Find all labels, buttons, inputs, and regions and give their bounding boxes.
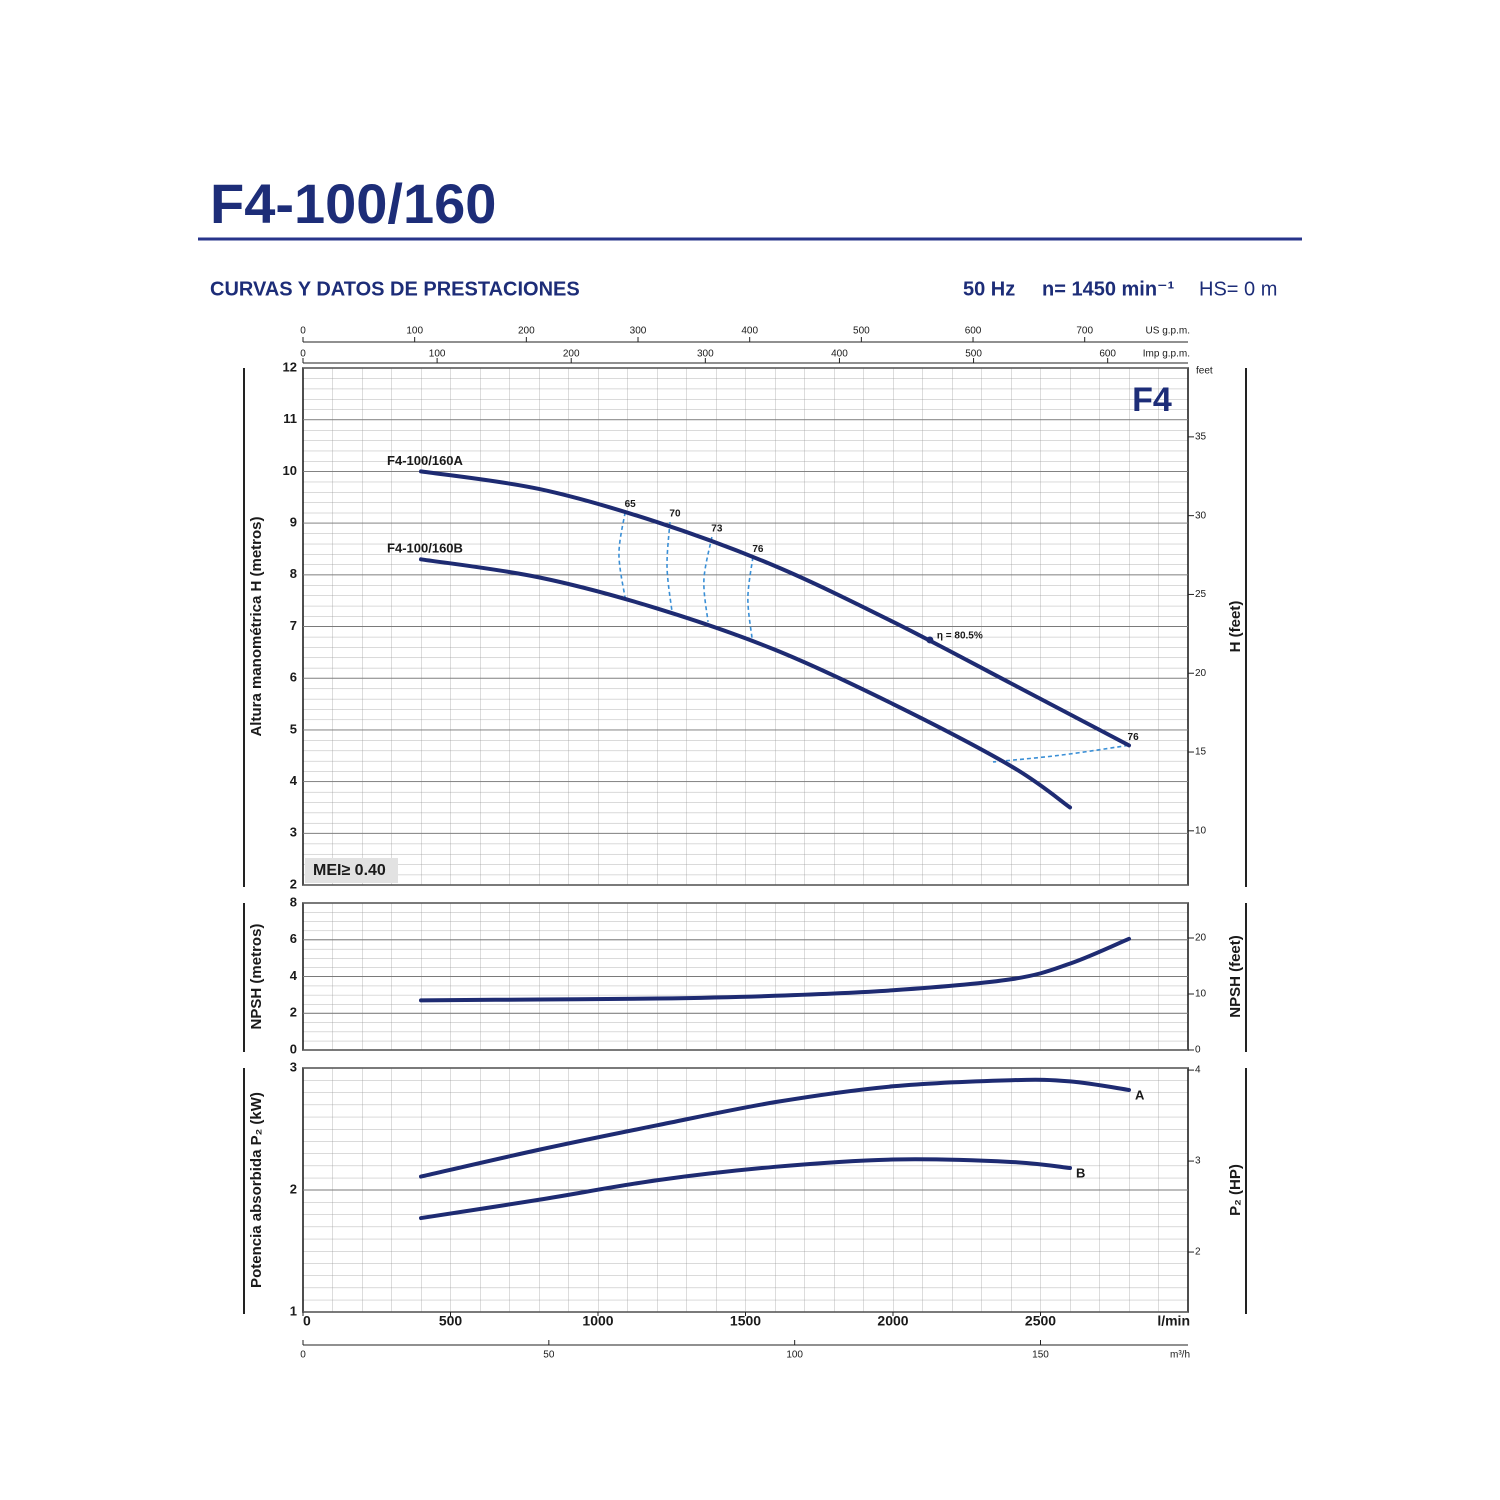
efficiency-curve <box>618 512 626 599</box>
y-tick-label: 5 <box>290 721 297 736</box>
y-axis-title: Altura manométrica H (metros) <box>248 516 265 736</box>
secondary-tick-label: 300 <box>630 326 647 337</box>
y-tick-label: 4 <box>290 968 298 983</box>
y-tick-label: 1 <box>290 1303 297 1318</box>
secondary-tick-label: 100 <box>429 349 446 360</box>
y-axis-title: Potencia absorbida P₂ (kW) <box>248 1092 265 1288</box>
y2-axis-title: NPSH (feet) <box>1227 935 1244 1018</box>
y-tick-label: 3 <box>290 825 297 840</box>
y-tick-label: 2 <box>290 876 297 891</box>
efficiency-label: 70 <box>669 509 681 520</box>
y-tick-label: 8 <box>290 894 297 909</box>
x-tick-label: 2000 <box>877 1313 908 1329</box>
curve <box>419 936 1131 1003</box>
y2-tick-label: 30 <box>1195 510 1207 521</box>
secondary-tick-label: 500 <box>965 349 982 360</box>
secondary-tick-label: 400 <box>831 349 848 360</box>
secondary-tick-label: 600 <box>965 326 982 337</box>
y-tick-label: 7 <box>290 618 297 633</box>
efficiency-curve <box>747 557 754 638</box>
curve-label: A <box>1135 1087 1145 1102</box>
y-tick-label: 12 <box>283 359 297 374</box>
curve <box>419 557 1072 810</box>
secondary-tick-label: 500 <box>853 326 870 337</box>
y-tick-label: 8 <box>290 566 297 581</box>
secondary-tick-label: 50 <box>543 1350 555 1361</box>
y2-tick-label: 20 <box>1195 668 1207 679</box>
secondary-tick-label: 100 <box>406 326 423 337</box>
y-tick-label: 2 <box>290 1181 297 1196</box>
efficiency-curve <box>992 744 1129 763</box>
secondary-axis-unit: Imp g.p.m. <box>1143 349 1190 360</box>
x-tick-label: 1500 <box>730 1313 761 1329</box>
efficiency-curve <box>666 522 673 613</box>
frequency: 50 Hz <box>963 278 1015 300</box>
secondary-axis-unit: US g.p.m. <box>1146 326 1190 337</box>
x-tick-label: 2500 <box>1025 1313 1056 1329</box>
curve <box>419 469 1131 748</box>
y2-tick-label: 4 <box>1195 1065 1201 1076</box>
secondary-tick-label: 100 <box>786 1350 803 1361</box>
curve <box>419 1157 1072 1221</box>
y-tick-label: 0 <box>290 1041 297 1056</box>
efficiency-label: 76 <box>1128 732 1140 743</box>
efficiency-label: 73 <box>711 524 723 535</box>
efficiency-label: 76 <box>752 544 764 555</box>
x-tick-label: 0 <box>303 1313 311 1329</box>
y2-tick-label: 20 <box>1195 933 1207 944</box>
curve <box>419 1077 1131 1179</box>
y2-tick-label: 10 <box>1195 825 1207 836</box>
y-tick-label: 6 <box>290 670 297 685</box>
curve-label: F4-100/160B <box>387 541 463 556</box>
mei-box <box>305 858 398 883</box>
curve-label: F4-100/160A <box>387 453 463 468</box>
best-efficiency-label: η = 80.5% <box>937 631 983 642</box>
y2-tick-label: 10 <box>1195 989 1207 1000</box>
best-efficiency-point <box>926 636 934 644</box>
page-title: F4-100/160 <box>210 172 496 235</box>
y-tick-label: 2 <box>290 1005 297 1020</box>
y-tick-label: 6 <box>290 931 297 946</box>
y2-axis-title: P₂ (HP) <box>1227 1164 1244 1216</box>
speed: n= 1450 min⁻¹ <box>1042 278 1175 300</box>
efficiency-label: 65 <box>625 499 637 510</box>
secondary-tick-label: 200 <box>563 349 580 360</box>
y2-tick-label: 15 <box>1195 747 1207 758</box>
y-tick-label: 4 <box>290 773 298 788</box>
secondary-tick-label: 0 <box>300 349 306 360</box>
y-tick-label: 11 <box>283 411 297 426</box>
y2-tick-label: 3 <box>1195 1156 1201 1167</box>
x-tick-label: 500 <box>439 1313 463 1329</box>
x-tick-label: 1000 <box>582 1313 613 1329</box>
y2-axis-title: H (feet) <box>1227 601 1244 653</box>
y2-tick-label: 0 <box>1195 1045 1201 1056</box>
y2-tick-label: 35 <box>1195 432 1207 443</box>
secondary-tick-label: 200 <box>518 326 535 337</box>
y-tick-label: 3 <box>290 1059 297 1074</box>
efficiency-curve <box>703 536 713 622</box>
secondary-tick-label: 400 <box>741 326 758 337</box>
secondary-tick-label: 700 <box>1076 326 1093 337</box>
secondary-axis-unit: m³/h <box>1170 1350 1190 1361</box>
y2-unit: feet <box>1196 366 1213 377</box>
curve-label: B <box>1076 1165 1085 1180</box>
y2-tick-label: 25 <box>1195 589 1207 600</box>
suction-head: HS= 0 m <box>1199 278 1277 300</box>
y-tick-label: 9 <box>290 515 297 530</box>
secondary-tick-label: 300 <box>697 349 714 360</box>
secondary-tick-label: 600 <box>1099 349 1116 360</box>
secondary-tick-label: 0 <box>300 326 306 337</box>
secondary-tick-label: 150 <box>1032 1350 1049 1361</box>
subtitle: CURVAS Y DATOS DE PRESTACIONES <box>210 278 580 300</box>
y-axis-title: NPSH (metros) <box>248 924 265 1030</box>
y2-tick-label: 2 <box>1195 1247 1201 1258</box>
model-badge: F4 <box>1132 381 1172 419</box>
mei-label: MEI≥ 0.40 <box>313 862 386 879</box>
y-tick-label: 10 <box>283 463 297 478</box>
x-axis-unit: l/min <box>1157 1313 1190 1329</box>
secondary-tick-label: 0 <box>300 1350 306 1361</box>
